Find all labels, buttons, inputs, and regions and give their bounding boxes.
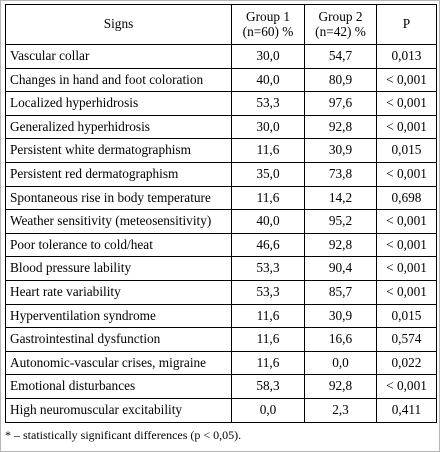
cell-p: < 0,001 (376, 232, 437, 258)
cell-sign: Persistent red dermatographism (5, 161, 232, 187)
table-row: Weather sensitivity (meteosensitivity) 4… (5, 209, 437, 234)
cell-p: 0,015 (376, 138, 437, 163)
cell-sign: Vascular collar (5, 44, 232, 69)
header-group1: Group 1 (n=60) % (231, 4, 305, 45)
cell-p: 0,022 (376, 350, 437, 376)
cell-p: 0,015 (376, 303, 437, 329)
cell-sign: Autonomic-vascular crises, migraine (5, 350, 232, 376)
cell-sign: High neuromuscular excitability (5, 397, 232, 423)
cell-p: < 0,001 (376, 161, 437, 187)
cell-group2: 30,9 (304, 303, 377, 329)
cell-p: < 0,001 (376, 209, 437, 234)
cell-sign: Poor tolerance to cold/heat (5, 232, 232, 258)
signs-table: Signs Group 1 (n=60) % Group 2 (n=42) % … (5, 4, 437, 423)
cell-group2: 85,7 (304, 279, 377, 305)
cell-group2: 14,2 (304, 185, 377, 211)
header-p: P (376, 4, 437, 45)
cell-sign: Heart rate variability (5, 279, 232, 305)
cell-group2: 54,7 (304, 44, 377, 69)
cell-p: 0,574 (376, 327, 437, 352)
header-group1-n: (n=60) % (242, 23, 294, 39)
cell-sign: Blood pressure lability (5, 256, 232, 281)
cell-p: < 0,001 (376, 279, 437, 305)
table-row: Blood pressure lability 53,3 90,4 < 0,00… (5, 256, 437, 281)
cell-group2: 80,9 (304, 67, 377, 93)
cell-group1: 35,0 (231, 161, 305, 187)
table-row: Hyperventilation syndrome 11,6 30,9 0,01… (5, 303, 437, 329)
cell-sign: Spontaneous rise in body temperature (5, 185, 232, 211)
cell-p: < 0,001 (376, 91, 437, 116)
cell-p: < 0,001 (376, 256, 437, 281)
cell-group2: 73,8 (304, 161, 377, 187)
cell-p: 0,013 (376, 44, 437, 69)
cell-group2: 97,6 (304, 91, 377, 116)
table-row: Emotional disturbances 58,3 92,8 < 0,001 (5, 374, 437, 399)
table-row: Poor tolerance to cold/heat 46,6 92,8 < … (5, 232, 437, 258)
cell-group2: 0,0 (304, 350, 377, 376)
cell-group1: 40,0 (231, 67, 305, 93)
cell-sign: Hyperventilation syndrome (5, 303, 232, 329)
cell-group1: 53,3 (231, 256, 305, 281)
cell-sign: Localized hyperhidrosis (5, 91, 232, 116)
cell-p: 0,411 (376, 397, 437, 423)
cell-group2: 92,8 (304, 232, 377, 258)
cell-p: < 0,001 (376, 374, 437, 399)
header-group2-n: (n=42) % (315, 23, 366, 39)
table-row: Heart rate variability 53,3 85,7 < 0,001 (5, 279, 437, 305)
cell-group1: 53,3 (231, 279, 305, 305)
table-row: Persistent red dermatographism 35,0 73,8… (5, 161, 437, 187)
cell-p: < 0,001 (376, 114, 437, 140)
cell-sign: Persistent white dermatographism (5, 138, 232, 163)
cell-group1: 11,6 (231, 138, 305, 163)
table-row: Spontaneous rise in body temperature 11,… (5, 185, 437, 211)
cell-group1: 46,6 (231, 232, 305, 258)
cell-p: 0,698 (376, 185, 437, 211)
cell-group1: 0,0 (231, 397, 305, 423)
cell-group2: 16,6 (304, 327, 377, 352)
header-row: Signs Group 1 (n=60) % Group 2 (n=42) % … (5, 4, 437, 45)
header-signs: Signs (5, 4, 232, 45)
cell-sign: Emotional disturbances (5, 374, 232, 399)
cell-sign: Generalized hyperhidrosis (5, 114, 232, 140)
table-row: Persistent white dermatographism 11,6 30… (5, 138, 437, 163)
cell-group2: 30,9 (304, 138, 377, 163)
cell-group1: 53,3 (231, 91, 305, 116)
cell-sign: Changes in hand and foot coloration (5, 67, 232, 93)
table-row: Localized hyperhidrosis 53,3 97,6 < 0,00… (5, 91, 437, 116)
header-group2-title: Group 2 (318, 8, 363, 24)
table-row: High neuromuscular excitability 0,0 2,3 … (5, 397, 437, 423)
cell-group2: 92,8 (304, 374, 377, 399)
footnote: * – statistically significant difference… (5, 428, 242, 442)
cell-group1: 30,0 (231, 114, 305, 140)
header-group1-title: Group 1 (246, 8, 290, 24)
cell-p: < 0,001 (376, 67, 437, 93)
table-row: Vascular collar 30,0 54,7 0,013 (5, 44, 437, 69)
cell-group1: 30,0 (231, 44, 305, 69)
cell-group2: 92,8 (304, 114, 377, 140)
cell-sign: Gastrointestinal dysfunction (5, 327, 232, 352)
cell-group1: 11,6 (231, 185, 305, 211)
cell-group1: 58,3 (231, 374, 305, 399)
cell-group1: 11,6 (231, 350, 305, 376)
cell-group1: 11,6 (231, 303, 305, 329)
cell-group1: 40,0 (231, 209, 305, 234)
cell-group2: 2,3 (304, 397, 377, 423)
cell-sign: Weather sensitivity (meteosensitivity) (5, 209, 232, 234)
table-row: Autonomic-vascular crises, migraine 11,6… (5, 350, 437, 376)
cell-group2: 95,2 (304, 209, 377, 234)
cell-group1: 11,6 (231, 327, 305, 352)
table-row: Generalized hyperhidrosis 30,0 92,8 < 0,… (5, 114, 437, 140)
header-group2: Group 2 (n=42) % (304, 4, 377, 45)
table-row: Changes in hand and foot coloration 40,0… (5, 67, 437, 93)
table-row: Gastrointestinal dysfunction 11,6 16,6 0… (5, 327, 437, 352)
cell-group2: 90,4 (304, 256, 377, 281)
